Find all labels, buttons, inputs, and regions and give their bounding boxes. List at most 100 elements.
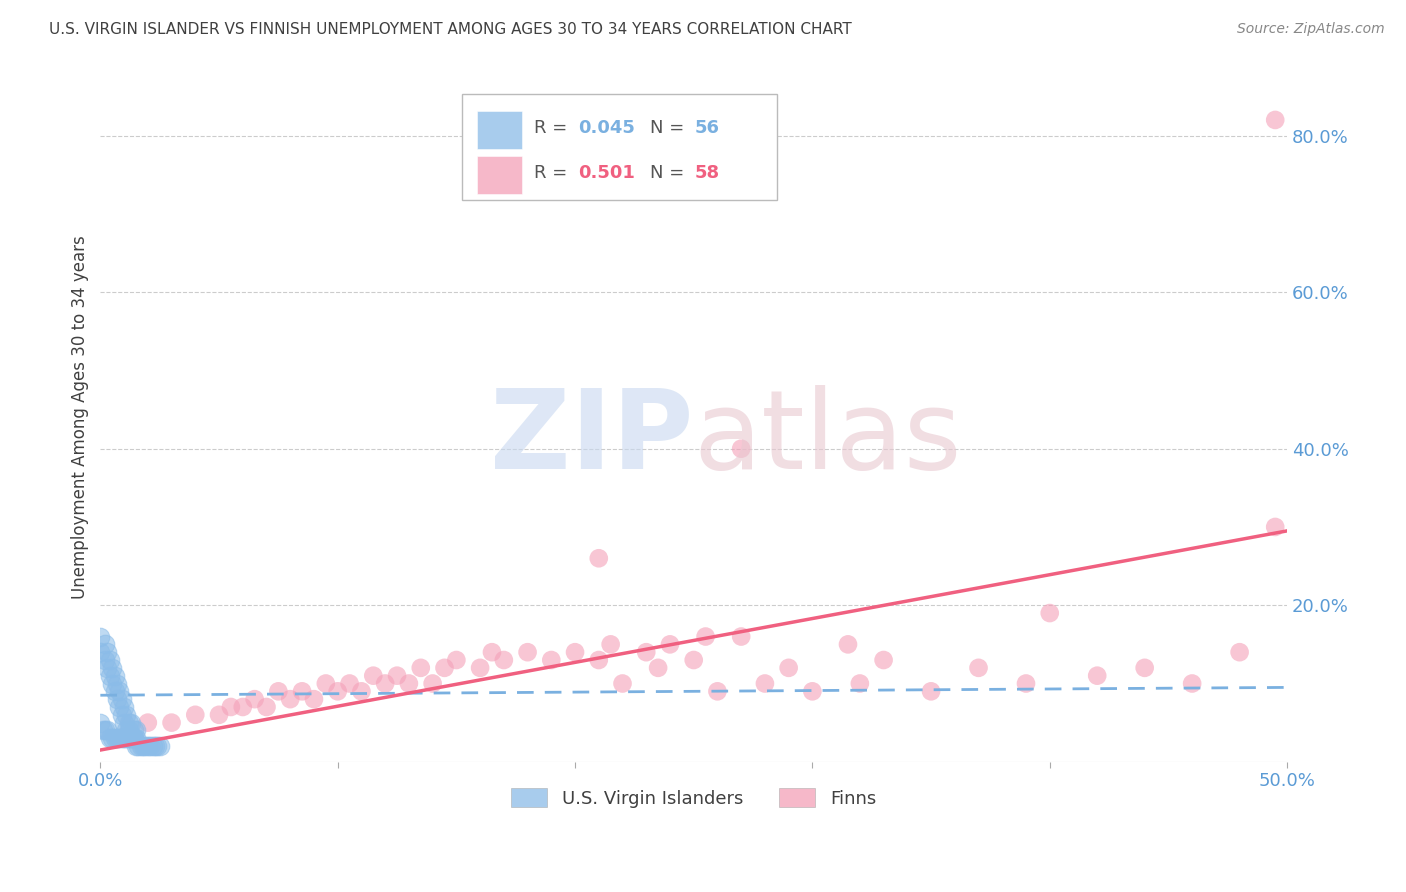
Point	[184, 707, 207, 722]
Point	[132, 739, 155, 753]
Point	[105, 692, 128, 706]
Point	[801, 684, 824, 698]
Point	[422, 676, 444, 690]
Text: N =: N =	[650, 164, 690, 182]
Y-axis label: Unemployment Among Ages 30 to 34 years: Unemployment Among Ages 30 to 34 years	[72, 235, 89, 599]
Text: U.S. VIRGIN ISLANDER VS FINNISH UNEMPLOYMENT AMONG AGES 30 TO 34 YEARS CORRELATI: U.S. VIRGIN ISLANDER VS FINNISH UNEMPLOY…	[49, 22, 852, 37]
Point	[516, 645, 538, 659]
Point	[754, 676, 776, 690]
Point	[105, 731, 128, 746]
Point	[468, 661, 491, 675]
Point	[1015, 676, 1038, 690]
Text: Source: ZipAtlas.com: Source: ZipAtlas.com	[1237, 22, 1385, 37]
Point	[363, 668, 385, 682]
Point	[120, 715, 142, 730]
Point	[120, 731, 142, 746]
Point	[118, 715, 141, 730]
Text: 0.045: 0.045	[579, 120, 636, 137]
Point	[94, 723, 117, 738]
Text: N =: N =	[650, 120, 690, 137]
Point	[350, 684, 373, 698]
Point	[139, 739, 162, 753]
Point	[636, 645, 658, 659]
Point	[730, 630, 752, 644]
Point	[291, 684, 314, 698]
Point	[256, 700, 278, 714]
Point	[659, 637, 682, 651]
Point	[125, 731, 148, 746]
Point	[967, 661, 990, 675]
Point	[219, 700, 242, 714]
Text: R =: R =	[533, 164, 572, 182]
FancyBboxPatch shape	[463, 94, 776, 201]
Point	[104, 668, 127, 682]
Point	[96, 645, 118, 659]
Point	[706, 684, 728, 698]
Point	[409, 661, 432, 675]
Point	[115, 707, 138, 722]
Point	[111, 707, 134, 722]
Point	[112, 700, 135, 714]
Point	[872, 653, 894, 667]
Point	[208, 707, 231, 722]
Point	[136, 739, 159, 753]
Point	[339, 676, 361, 690]
Point	[1229, 645, 1251, 659]
Point	[127, 739, 149, 753]
Point	[564, 645, 586, 659]
Text: 58: 58	[695, 164, 720, 182]
Point	[398, 676, 420, 690]
Point	[160, 715, 183, 730]
Point	[89, 715, 111, 730]
Point	[105, 676, 128, 690]
Point	[143, 739, 166, 753]
Point	[94, 637, 117, 651]
Point	[96, 723, 118, 738]
Point	[730, 442, 752, 456]
Point	[94, 653, 117, 667]
Point	[1039, 606, 1062, 620]
Point	[111, 692, 134, 706]
Point	[278, 692, 301, 706]
Point	[101, 731, 124, 746]
Point	[91, 723, 114, 738]
Text: atlas: atlas	[693, 384, 962, 491]
Point	[267, 684, 290, 698]
Point	[588, 653, 610, 667]
Point	[111, 731, 134, 746]
Point	[118, 723, 141, 738]
Point	[118, 731, 141, 746]
Point	[98, 731, 121, 746]
Point	[104, 684, 127, 698]
Point	[115, 731, 138, 746]
Point	[243, 692, 266, 706]
Point	[125, 723, 148, 738]
Point	[149, 739, 172, 753]
FancyBboxPatch shape	[477, 155, 522, 194]
Point	[849, 676, 872, 690]
Point	[125, 739, 148, 753]
Point	[122, 731, 145, 746]
Point	[837, 637, 859, 651]
Point	[146, 739, 169, 753]
Point	[433, 661, 456, 675]
Point	[588, 551, 610, 566]
Point	[122, 731, 145, 746]
Text: R =: R =	[533, 120, 572, 137]
Point	[89, 630, 111, 644]
Point	[612, 676, 634, 690]
Point	[374, 676, 396, 690]
Point	[302, 692, 325, 706]
Point	[101, 661, 124, 675]
Point	[104, 731, 127, 746]
Point	[122, 723, 145, 738]
Point	[232, 700, 254, 714]
Point	[1085, 668, 1108, 682]
Point	[112, 731, 135, 746]
Point	[326, 684, 349, 698]
Point	[108, 684, 131, 698]
Point	[492, 653, 515, 667]
Point	[115, 723, 138, 738]
Point	[778, 661, 800, 675]
Point	[695, 630, 717, 644]
